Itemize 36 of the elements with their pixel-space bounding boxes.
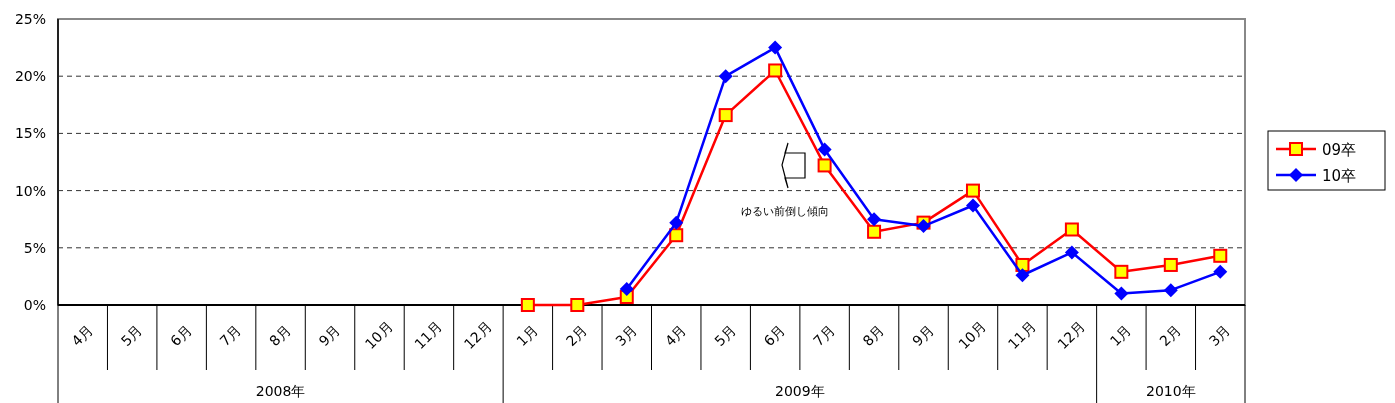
x-tick-label: 8月 (859, 321, 888, 350)
text: 2010年 (1145, 383, 1196, 399)
x-tick-label: 2月 (1156, 321, 1184, 350)
x-tick-label: 7月 (810, 321, 838, 350)
text: 2009年 (775, 383, 825, 399)
x-tick-label: 11月 (411, 318, 446, 353)
x-tick-label: 7月 (216, 321, 245, 350)
x-tick-label: 10月 (955, 318, 990, 353)
x-tick-label: 3月 (1205, 321, 1234, 350)
x-tick-label: 6月 (760, 321, 789, 350)
x-tick-label: 9月 (315, 321, 344, 350)
legend-label: 09卒 (1322, 141, 1357, 159)
x-tick-label: 1月 (513, 321, 541, 350)
x-tick-label: 8月 (266, 321, 294, 350)
x-tick-label: 2月 (562, 321, 591, 350)
x-tick-label: 4月 (68, 321, 96, 350)
x-tick-label: 3月 (612, 321, 640, 350)
y-tick-label: 20% (14, 68, 46, 85)
y-tick-label: 15% (14, 125, 46, 142)
y-tick-label: 5% (23, 239, 46, 256)
y-tick-label: 0% (23, 297, 46, 313)
y-tick-label: 10% (14, 182, 46, 199)
x-tick-label: 12月 (460, 318, 495, 353)
annotation: ゆるい前倒し傾向 (741, 205, 829, 218)
y-tick-label: 25% (14, 11, 46, 27)
x-tick-label: 10月 (361, 318, 396, 353)
x-tick-label: 5月 (117, 321, 146, 350)
x-tick-label: 6月 (167, 321, 195, 350)
x-tick-label: 5月 (711, 321, 739, 350)
text: 2008年 (255, 383, 306, 399)
x-tick-label: 11月 (1004, 318, 1039, 353)
x-tick-label: 12月 (1054, 318, 1089, 353)
x-tick-label: 4月 (661, 321, 690, 350)
x-tick-label: 1月 (1106, 321, 1135, 350)
legend-label: 10卒 (1322, 167, 1357, 185)
x-tick-label: 9月 (909, 321, 937, 350)
